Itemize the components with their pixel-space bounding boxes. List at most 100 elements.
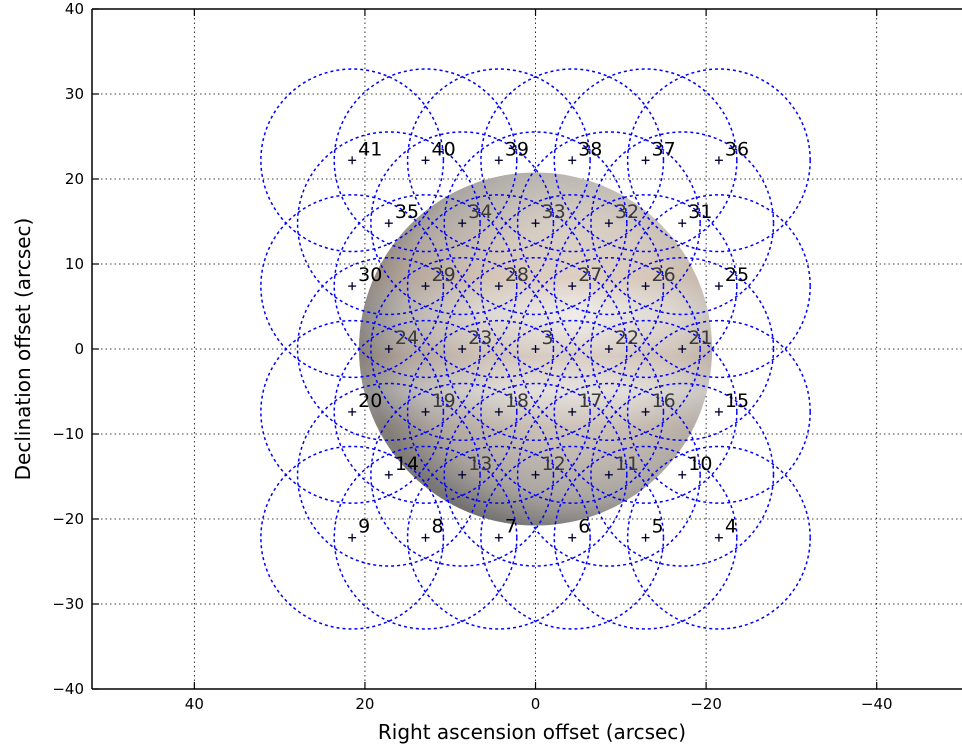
pointing-marker-22 — [604, 345, 613, 353]
pointing-label-29: 29 — [432, 264, 456, 286]
pointing-label-23: 23 — [468, 327, 492, 349]
pointing-label-12: 12 — [542, 453, 566, 475]
pointing-label-6: 6 — [578, 516, 590, 538]
beam-circle-36 — [626, 68, 811, 253]
beam-circle-20 — [260, 319, 445, 504]
pointing-marker-14 — [384, 470, 393, 479]
pointing-marker-39 — [494, 156, 503, 165]
pointing-label-38: 38 — [578, 138, 602, 160]
beam-circle-25 — [626, 194, 811, 379]
pointing-label-40: 40 — [432, 138, 456, 160]
pointing-marker-36 — [714, 156, 723, 165]
pointing-label-41: 41 — [358, 138, 382, 160]
pointing-marker-7 — [494, 533, 503, 542]
pointing-label-20: 20 — [358, 390, 382, 412]
pointing-label-31: 31 — [688, 201, 712, 223]
pointing-marker-26 — [641, 282, 650, 291]
beam-circle-3 — [443, 256, 628, 442]
pointing-label-28: 28 — [505, 264, 529, 286]
pointing-marker-6 — [568, 533, 577, 542]
beam-circle-32 — [516, 131, 701, 316]
beam-circle-7 — [406, 445, 591, 630]
pointing-label-32: 32 — [615, 201, 639, 223]
beam-circle-40 — [333, 68, 518, 253]
pointing-marker-18 — [494, 407, 503, 416]
pointing-marker-28 — [494, 282, 503, 291]
pointing-label-3: 3 — [542, 327, 554, 349]
beam-circle-12 — [443, 382, 628, 567]
pointing-label-37: 37 — [652, 138, 676, 160]
beam-circle-18 — [406, 319, 591, 504]
beam-circle-4 — [626, 445, 811, 630]
x-axis-label: Right ascension offset (arcsec) — [378, 720, 686, 744]
pointing-label-22: 22 — [615, 327, 639, 349]
beam-circle-35 — [296, 131, 481, 316]
pointing-marker-15 — [714, 407, 723, 416]
pointing-marker-8 — [421, 533, 430, 542]
beam-circles — [260, 68, 811, 630]
pointing-label-24: 24 — [395, 327, 419, 349]
beam-circle-23 — [370, 256, 555, 442]
beam-circle-13 — [370, 382, 555, 567]
tick-labels: 40 20 0 −20 −40 −40 −30 −20 −10 0 10 20 30 40 — [52, 0, 892, 713]
beam-circle-24 — [296, 256, 481, 442]
beam-circle-16 — [553, 319, 738, 504]
pointing-label-17: 17 — [578, 390, 602, 412]
pointing-label-14: 14 — [395, 453, 419, 475]
pointing-marker-10 — [678, 470, 687, 479]
pointing-marker-20 — [348, 407, 357, 416]
beam-circle-6 — [480, 445, 665, 630]
pointing-marker-3 — [531, 345, 540, 353]
pointing-marker-19 — [421, 407, 430, 416]
beam-circle-26 — [553, 194, 738, 379]
pointing-label-26: 26 — [652, 264, 676, 286]
pointing-label-19: 19 — [432, 390, 456, 412]
y-tick-label: 30 — [65, 85, 84, 103]
pointing-label-15: 15 — [725, 390, 749, 412]
pointing-label-36: 36 — [725, 138, 749, 160]
pointing-labels: 3456789101112131415161718192021222324252… — [358, 138, 749, 537]
pointing-label-21: 21 — [688, 327, 712, 349]
pointing-marker-40 — [421, 156, 430, 165]
y-tick-label: 20 — [65, 170, 84, 188]
pointing-marker-31 — [678, 219, 687, 228]
pointing-label-27: 27 — [578, 264, 602, 286]
pointing-label-33: 33 — [542, 201, 566, 223]
beam-circle-21 — [590, 256, 775, 442]
beam-circle-14 — [296, 382, 481, 567]
beam-circle-15 — [626, 319, 811, 504]
pointing-marker-16 — [641, 407, 650, 416]
pointing-label-9: 9 — [358, 516, 370, 538]
axis-ticks — [92, 8, 878, 690]
beam-circle-39 — [406, 68, 591, 253]
pointing-label-11: 11 — [615, 453, 639, 475]
beam-circle-41 — [260, 68, 445, 253]
pointing-marker-13 — [458, 470, 467, 479]
pointing-label-18: 18 — [505, 390, 529, 412]
pointing-label-10: 10 — [688, 453, 712, 475]
pointing-label-25: 25 — [725, 264, 749, 286]
pointing-marker-24 — [384, 345, 393, 353]
y-tick-label: −20 — [52, 510, 84, 528]
pointing-marker-30 — [348, 282, 357, 291]
pointing-label-13: 13 — [468, 453, 492, 475]
pointing-marker-35 — [384, 219, 393, 228]
beam-circle-5 — [553, 445, 738, 630]
x-tick-label: 20 — [355, 695, 374, 713]
pointing-marker-27 — [568, 282, 577, 291]
pointing-marker-29 — [421, 282, 430, 291]
pointing-marker-37 — [641, 156, 650, 165]
beam-circle-9 — [260, 445, 445, 630]
beam-circle-29 — [333, 194, 518, 379]
beam-circle-37 — [553, 68, 738, 253]
pointing-label-7: 7 — [505, 516, 517, 538]
pointing-marker-9 — [348, 533, 357, 542]
y-tick-label: 10 — [65, 255, 84, 273]
x-tick-label: −40 — [861, 695, 893, 713]
pointing-marker-25 — [714, 282, 723, 291]
pointing-marker-17 — [568, 407, 577, 416]
pointing-marker-4 — [714, 533, 723, 542]
beam-circle-11 — [516, 382, 701, 567]
beam-circle-22 — [516, 256, 701, 442]
